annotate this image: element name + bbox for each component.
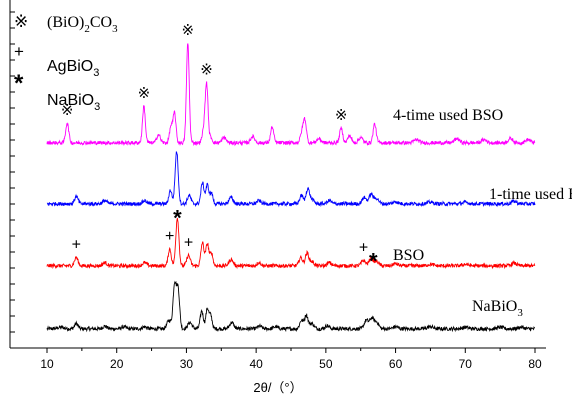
series-line-3 bbox=[46, 151, 536, 208]
y-ticks bbox=[10, 11, 15, 333]
series-label-4: 4-time used BSO bbox=[393, 107, 503, 124]
x-tick-label-6: 60 bbox=[389, 357, 403, 371]
x-tick-label-1: 10 bbox=[40, 357, 54, 371]
legend: ※ (BiO)2CO3 + AgBiO3 * NaBiO3 bbox=[14, 12, 118, 113]
legend-label-1: (BiO)2CO3 bbox=[47, 14, 118, 35]
peak-marker-6: + bbox=[72, 236, 81, 253]
peak-marker-8: * bbox=[173, 206, 182, 231]
axes: 10 20 30 40 50 60 70 80 2θ/（°） bbox=[9, 0, 546, 395]
series-labels: NaBiO3 BSO 1-time used BSO 4-time used BSO bbox=[393, 107, 572, 319]
legend-label-3: NaBiO3 bbox=[47, 92, 100, 113]
series-line-1 bbox=[46, 280, 536, 333]
series-label-1: NaBiO3 bbox=[472, 298, 523, 319]
x-tick-label-3: 30 bbox=[180, 357, 194, 371]
legend-label-2: AgBiO3 bbox=[47, 58, 99, 79]
peak-markers: ※※※※※+ +*+ +* bbox=[61, 22, 378, 273]
x-ticks: 10 20 30 40 50 60 70 80 bbox=[40, 348, 542, 371]
peak-marker-2: ※ bbox=[138, 85, 151, 102]
peak-marker-10: + bbox=[359, 240, 368, 257]
x-tick-label-5: 50 bbox=[319, 357, 333, 371]
x-axis-label: 2θ/（°） bbox=[253, 380, 302, 395]
series-lines bbox=[46, 43, 536, 333]
peak-marker-5: ※ bbox=[335, 107, 348, 124]
x-tick-label-8: 80 bbox=[528, 357, 542, 371]
peak-marker-11: * bbox=[369, 248, 378, 273]
series-line-4 bbox=[46, 43, 536, 147]
peak-marker-7: + bbox=[165, 228, 174, 245]
peak-marker-4: ※ bbox=[200, 61, 213, 78]
legend-symbol-1: ※ bbox=[14, 12, 28, 31]
series-label-2: BSO bbox=[393, 247, 424, 264]
series-line-2 bbox=[46, 217, 536, 270]
x-tick-label-7: 70 bbox=[459, 357, 473, 371]
peak-marker-9: + bbox=[184, 234, 193, 251]
x-tick-label-2: 20 bbox=[110, 357, 124, 371]
legend-symbol-2: + bbox=[14, 42, 24, 61]
legend-symbol-3: * bbox=[14, 70, 24, 97]
peak-marker-3: ※ bbox=[182, 22, 195, 39]
series-label-3: 1-time used BSO bbox=[489, 186, 572, 203]
x-tick-label-4: 40 bbox=[249, 357, 263, 371]
peak-marker-1: ※ bbox=[61, 102, 74, 119]
